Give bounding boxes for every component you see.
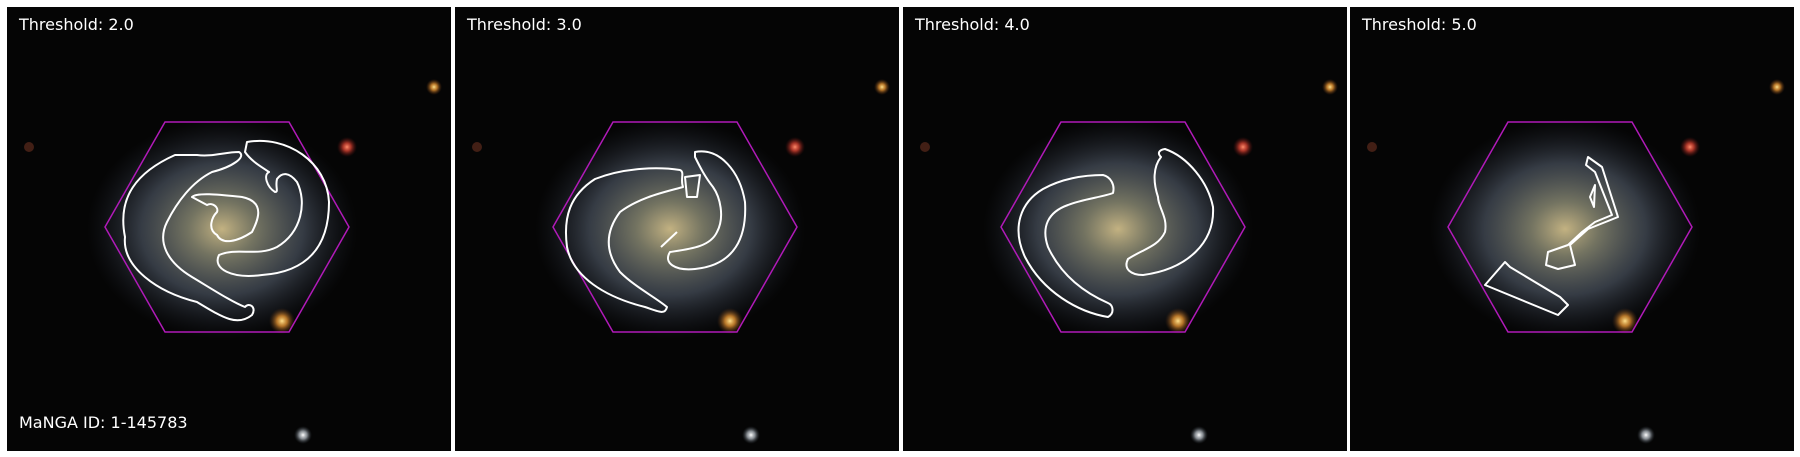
image-panel-threshold-2: Threshold: 2.0 MaNGA ID: 1-145783: [7, 7, 451, 451]
galaxy-disk: [535, 119, 805, 339]
image-panel-threshold-4: Threshold: 4.0: [903, 7, 1347, 451]
hexagon-ifu-footprint: [1000, 121, 1246, 333]
orange-star-small: [1322, 79, 1338, 95]
galaxy-disk: [87, 119, 357, 339]
red-star: [785, 137, 805, 157]
image-panel-threshold-3: Threshold: 3.0: [455, 7, 899, 451]
threshold-label: Threshold: 3.0: [467, 15, 582, 34]
hexagon-ifu-footprint: [552, 121, 798, 333]
galaxy-id-label: MaNGA ID: 1-145783: [19, 413, 188, 432]
orange-star: [717, 308, 743, 334]
white-star: [1637, 426, 1655, 444]
orange-star: [1612, 308, 1638, 334]
contour-lines: [122, 139, 330, 322]
contour-lines: [1017, 148, 1215, 318]
orange-star-small: [426, 79, 442, 95]
galaxy-image: [1350, 7, 1794, 451]
threshold-label: Threshold: 5.0: [1362, 15, 1477, 34]
threshold-label: Threshold: 4.0: [915, 15, 1030, 34]
orange-star: [269, 308, 295, 334]
threshold-label: Threshold: 2.0: [19, 15, 134, 34]
red-star: [1233, 137, 1253, 157]
white-star: [1190, 426, 1208, 444]
galaxy-image: [7, 7, 451, 451]
hexagon-ifu-footprint: [1447, 121, 1693, 333]
red-star: [1680, 137, 1700, 157]
galaxy-disk: [1430, 119, 1700, 339]
orange-star: [1165, 308, 1191, 334]
white-star: [742, 426, 760, 444]
contour-lines: [1484, 156, 1619, 316]
contour-lines: [564, 150, 747, 313]
white-star: [294, 426, 312, 444]
hexagon-ifu-footprint: [104, 121, 350, 333]
orange-star-small: [874, 79, 890, 95]
galaxy-image: [903, 7, 1347, 451]
red-star: [337, 137, 357, 157]
orange-star-small: [1769, 79, 1785, 95]
image-panel-threshold-5: Threshold: 5.0: [1350, 7, 1794, 451]
galaxy-disk: [983, 119, 1253, 339]
galaxy-image: [455, 7, 899, 451]
